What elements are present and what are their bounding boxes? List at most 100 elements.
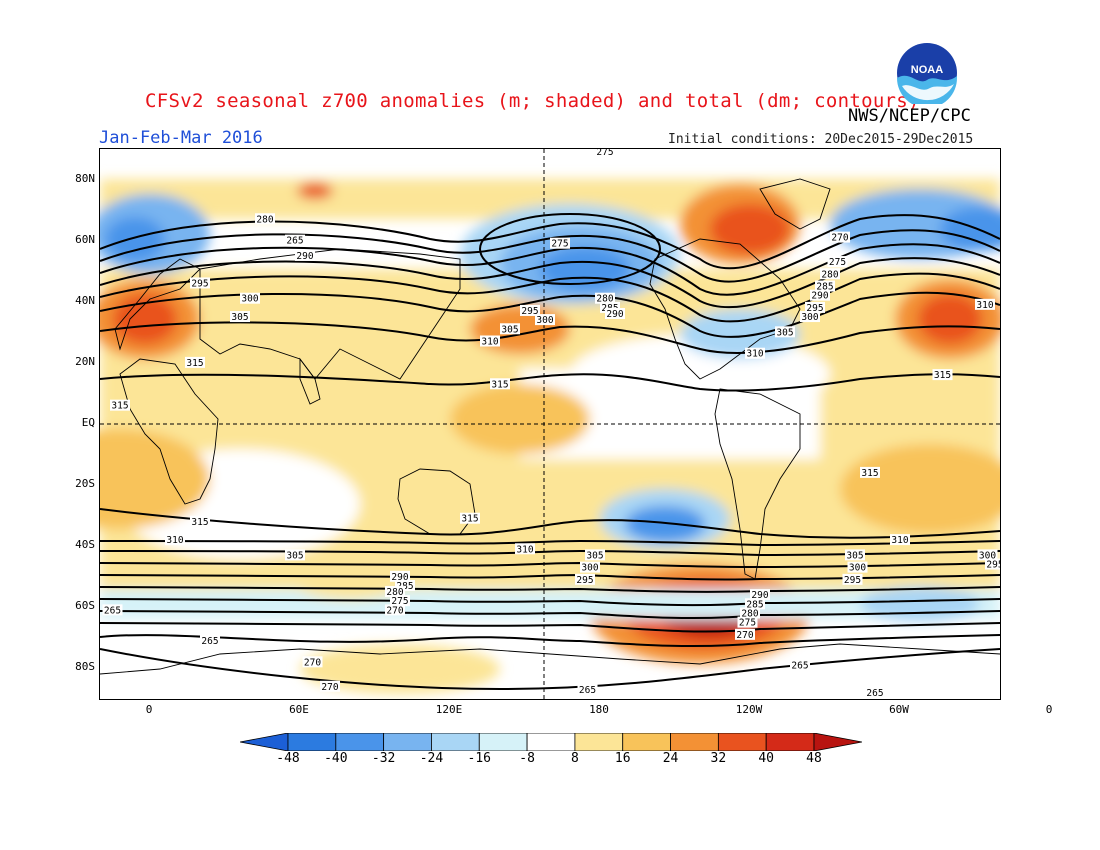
contour-label-bg: [845, 549, 865, 561]
contour-label-bg: [580, 561, 600, 573]
contour-label-text: 285: [816, 282, 833, 293]
contour-label: 295: [520, 304, 540, 317]
contour-label-text: 295: [986, 560, 1000, 571]
contour-label-bg: [240, 292, 260, 304]
contour-label: 300: [580, 561, 600, 574]
contour-label: 310: [890, 534, 910, 546]
contour-label-text: 290: [811, 291, 828, 302]
contour-label-text: 280: [386, 587, 403, 598]
contour-label-text: 305: [231, 312, 248, 323]
contour-label-bg: [810, 289, 830, 301]
contour-label-bg: [830, 231, 850, 243]
contour-300-south: [100, 561, 1000, 569]
contour-label-text: 315: [934, 370, 951, 381]
contour-label: 290: [605, 308, 625, 320]
contour-label-bg: [575, 573, 595, 585]
colorbar-label: 40: [758, 751, 774, 766]
contour-label-text: 275: [596, 149, 613, 158]
contour-label: 300: [847, 561, 868, 574]
contour-label: 270: [735, 628, 755, 641]
contour-label-bg: [185, 356, 205, 368]
contour-label-bg: [605, 308, 625, 319]
contour-label-text: 305: [846, 550, 863, 561]
contour-label: 270: [830, 231, 850, 244]
colorbar-arrow-low: [240, 733, 289, 751]
coast-south-america: [714, 388, 801, 580]
lat-label: EQ: [81, 416, 95, 429]
lon-label: 120W: [735, 703, 763, 716]
contour-label-text: 280: [741, 608, 758, 619]
contour-label-text: 315: [191, 517, 208, 528]
contour-label: 275: [550, 237, 570, 250]
contour-label-text: 290: [606, 309, 623, 320]
contour-label-bg: [490, 378, 510, 390]
contour-label-bg: [385, 586, 405, 598]
colorbar-swatch: [383, 733, 432, 751]
contour-label-text: 315: [461, 514, 478, 525]
contour-label-bg: [515, 543, 535, 555]
coast-india: [299, 357, 321, 405]
contour-label: 295: [575, 573, 595, 586]
contour-label-bg: [860, 466, 880, 478]
contour-label-text: 295: [191, 278, 208, 289]
contour-270-south: [100, 634, 1000, 648]
contour-label-text: 300: [801, 312, 818, 323]
contour-label-bg: [230, 311, 250, 323]
contour-label: 290: [390, 570, 410, 583]
contour-label: 295: [805, 301, 825, 314]
contour-label: 310: [745, 347, 765, 360]
contour-label: 295: [190, 277, 210, 289]
contour-label-bg: [737, 616, 758, 628]
colorbar-swatch: [622, 733, 671, 751]
contour-label-text: 310: [166, 535, 183, 546]
contour-label-bg: [790, 659, 810, 671]
contour-label-text: 305: [586, 550, 603, 561]
contour-label-text: 280: [821, 269, 838, 280]
colorbar-label: -24: [419, 751, 444, 766]
contour-label-bg: [500, 323, 520, 335]
contour-label-text: 265: [104, 605, 121, 616]
contour-label: 265: [200, 634, 220, 647]
lon-label: 60W: [889, 703, 909, 716]
contour-label-bg: [847, 561, 868, 573]
contour-label-text: 275: [739, 618, 756, 629]
contour-label-text: 300: [536, 315, 553, 326]
contour-label-text: 265: [286, 236, 303, 247]
lon-label: 0: [145, 703, 153, 716]
contour-label: 305: [285, 549, 305, 561]
contour-label-text: 315: [186, 358, 203, 369]
contour-label-bg: [480, 335, 500, 347]
contour-label: 310: [515, 543, 535, 555]
contour-label: 275: [390, 595, 410, 607]
coastlines: [100, 178, 1000, 675]
contour-label-text: 310: [976, 300, 993, 311]
contour-label-text: 270: [386, 605, 403, 616]
colorbar-swatch: [478, 733, 528, 751]
contour-label-bg: [102, 604, 123, 616]
colorbar-label: -32: [371, 751, 396, 766]
contour-280-south: [100, 610, 1000, 620]
lat-label: 80S: [75, 660, 95, 674]
coast-africa: [119, 358, 219, 505]
contour-285-south: [100, 598, 1000, 607]
contour-label-text: 265: [579, 685, 596, 696]
colorbar-swatch: [670, 733, 719, 751]
contour-label: 305: [585, 549, 605, 561]
colorbar-swatch: [526, 733, 576, 751]
lon-label: 0: [1045, 703, 1053, 716]
colorbar-swatch: [287, 733, 337, 751]
contour-label-bg: [800, 311, 820, 323]
contour-label-text: 305: [286, 550, 303, 561]
contour-label-bg: [595, 149, 615, 158]
map-panel: 275 280 265 290 275 270 275 280 285 290 295 300 305 3…: [99, 148, 1001, 700]
contour-label-text: 300: [241, 294, 258, 305]
contour-label-bg: [745, 598, 765, 610]
contour-label-text: 315: [861, 468, 878, 479]
contour-label-bg: [285, 234, 305, 246]
colorbar-swatch: [765, 733, 815, 751]
contour-label-bg: [385, 604, 405, 616]
agency-label: NWS/NCEP/CPC: [848, 106, 971, 126]
contour-label-bg: [600, 301, 620, 313]
logo-text: NOAA: [911, 64, 943, 76]
contour-label: 315: [490, 378, 510, 390]
